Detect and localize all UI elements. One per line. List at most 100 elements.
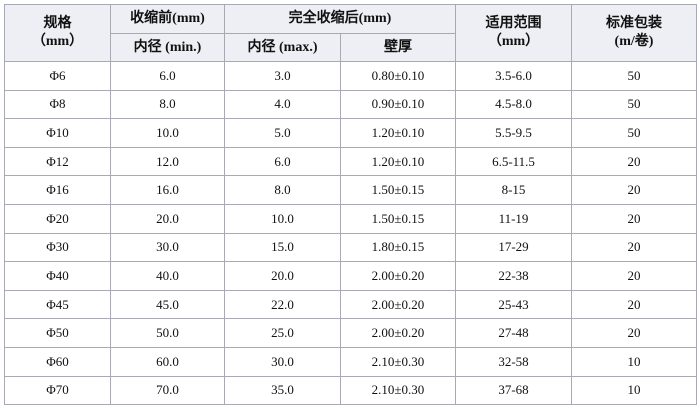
table-row: Φ40 40.0 20.0 2.00±0.20 22-38 20 bbox=[4, 261, 697, 291]
table-cell: 10 bbox=[571, 346, 697, 377]
table-cell: Φ16 bbox=[4, 175, 111, 205]
table-cell: 6.5-11.5 bbox=[455, 146, 572, 177]
table-cell: 10.0 bbox=[224, 203, 341, 234]
table-cell: 12.0 bbox=[110, 146, 225, 177]
table-cell: 4.0 bbox=[224, 89, 341, 120]
table-cell: 1.80±0.15 bbox=[340, 232, 456, 263]
table-cell: 6.0 bbox=[110, 61, 225, 91]
table-cell: 50.0 bbox=[110, 318, 225, 348]
table-cell: 30.0 bbox=[224, 346, 341, 377]
table-cell: 10 bbox=[571, 375, 697, 406]
table-cell: 20 bbox=[571, 146, 697, 177]
table-cell: 2.10±0.30 bbox=[340, 375, 456, 406]
table-cell: 22-38 bbox=[455, 261, 572, 291]
table-cell: Φ20 bbox=[4, 203, 111, 234]
table-cell: 3.5-6.0 bbox=[455, 61, 572, 91]
table-cell: 10.0 bbox=[110, 118, 225, 148]
table-cell: Φ8 bbox=[4, 89, 111, 120]
table-row: Φ16 16.0 8.0 1.50±0.15 8-15 20 bbox=[4, 175, 697, 205]
header-cell: 收缩前(mm) bbox=[110, 4, 225, 34]
table-cell: Φ10 bbox=[4, 118, 111, 148]
table-cell: 1.50±0.15 bbox=[340, 175, 456, 205]
table-cell: 37-68 bbox=[455, 375, 572, 406]
table-row: Φ60 60.0 30.0 2.10±0.30 32-58 10 bbox=[4, 346, 697, 377]
table-cell: 16.0 bbox=[110, 175, 225, 205]
table-cell: 45.0 bbox=[110, 289, 225, 320]
table-cell: 32-58 bbox=[455, 346, 572, 377]
table-cell: 8.0 bbox=[110, 89, 225, 120]
table-cell: 1.20±0.10 bbox=[340, 118, 456, 148]
table-cell: 50 bbox=[571, 61, 697, 91]
table-cell: Φ50 bbox=[4, 318, 111, 348]
table-cell: 11-19 bbox=[455, 203, 572, 234]
table-cell: 70.0 bbox=[110, 375, 225, 406]
table-row: Φ12 12.0 6.0 1.20±0.10 6.5-11.5 20 bbox=[4, 146, 697, 177]
header-cell: 内径 (max.) bbox=[224, 33, 341, 62]
table-cell: 20 bbox=[571, 261, 697, 291]
table-cell: 1.50±0.15 bbox=[340, 203, 456, 234]
table-cell: 50 bbox=[571, 89, 697, 120]
table-cell: 8-15 bbox=[455, 175, 572, 205]
table-row: Φ8 8.0 4.0 0.90±0.10 4.5-8.0 50 bbox=[4, 89, 697, 120]
table-cell: 2.00±0.20 bbox=[340, 318, 456, 348]
table-cell: 20.0 bbox=[110, 203, 225, 234]
table-cell: 2.00±0.20 bbox=[340, 261, 456, 291]
header-row: 内径 (min.) 内径 (max.) 壁厚 bbox=[5, 33, 697, 62]
header-cell: 壁厚 bbox=[340, 33, 456, 62]
table-cell: 15.0 bbox=[224, 232, 341, 263]
table-header: 规格 （mm） 收缩前(mm) 完全收缩后(mm) 适用范围 （mm） 标准包装… bbox=[4, 4, 697, 62]
table-cell: 1.20±0.10 bbox=[340, 146, 456, 177]
table-row: Φ6 6.0 3.0 0.80±0.10 3.5-6.0 50 bbox=[4, 61, 697, 91]
header-cell: 完全收缩后(mm) bbox=[224, 4, 456, 34]
table-row: Φ30 30.0 15.0 1.80±0.15 17-29 20 bbox=[4, 232, 697, 263]
table-cell: 27-48 bbox=[455, 318, 572, 348]
table-cell: 8.0 bbox=[224, 175, 341, 205]
header-row: 规格 （mm） 收缩前(mm) 完全收缩后(mm) 适用范围 （mm） 标准包装… bbox=[4, 4, 697, 62]
table-cell: 5.5-9.5 bbox=[455, 118, 572, 148]
table-cell: 4.5-8.0 bbox=[455, 89, 572, 120]
table-cell: 22.0 bbox=[224, 289, 341, 320]
table-cell: Φ60 bbox=[4, 346, 111, 377]
header-text: （mm） bbox=[487, 34, 540, 49]
table-cell: Φ30 bbox=[4, 232, 111, 263]
table-cell: 2.10±0.30 bbox=[340, 346, 456, 377]
table-cell: Φ6 bbox=[4, 61, 111, 91]
table-cell: 5.0 bbox=[224, 118, 341, 148]
header-cell: 适用范围 （mm） bbox=[455, 4, 572, 62]
header-cell: 内径 (min.) bbox=[110, 33, 225, 62]
table-row: Φ70 70.0 35.0 2.10±0.30 37-68 10 bbox=[4, 375, 697, 406]
table-row: Φ10 10.0 5.0 1.20±0.10 5.5-9.5 50 bbox=[4, 118, 697, 148]
table-cell: Φ45 bbox=[4, 289, 111, 320]
table-cell: 3.0 bbox=[224, 61, 341, 91]
table-cell: 35.0 bbox=[224, 375, 341, 406]
table-cell: 0.80±0.10 bbox=[340, 61, 456, 91]
table-body: Φ6 6.0 3.0 0.80±0.10 3.5-6.0 50 Φ8 8.0 4.0 0.90±0… bbox=[4, 61, 697, 406]
table-cell: Φ70 bbox=[4, 375, 111, 406]
spec-table: 规格 （mm） 收缩前(mm) 完全收缩后(mm) 适用范围 （mm） 标准包装… bbox=[4, 4, 697, 406]
table-cell: 40.0 bbox=[110, 261, 225, 291]
table-row: Φ20 20.0 10.0 1.50±0.15 11-19 20 bbox=[4, 203, 697, 234]
table-cell: 17-29 bbox=[455, 232, 572, 263]
table-cell: 6.0 bbox=[224, 146, 341, 177]
table-cell: 2.00±0.20 bbox=[340, 289, 456, 320]
header-text: (m/卷) bbox=[614, 34, 654, 49]
table-row: Φ45 45.0 22.0 2.00±0.20 25-43 20 bbox=[4, 289, 697, 320]
header-text: （mm） bbox=[31, 34, 84, 49]
table-cell: 20.0 bbox=[224, 261, 341, 291]
table-cell: Φ40 bbox=[4, 261, 111, 291]
table-cell: 20 bbox=[571, 203, 697, 234]
table-cell: Φ12 bbox=[4, 146, 111, 177]
table-row: Φ50 50.0 25.0 2.00±0.20 27-48 20 bbox=[4, 318, 697, 348]
header-text: 规格 bbox=[43, 16, 72, 31]
table-cell: 0.90±0.10 bbox=[340, 89, 456, 120]
header-cell: 规格 （mm） bbox=[4, 4, 111, 62]
table-cell: 60.0 bbox=[110, 346, 225, 377]
table-cell: 20 bbox=[571, 175, 697, 205]
table-cell: 20 bbox=[571, 289, 697, 320]
table-cell: 30.0 bbox=[110, 232, 225, 263]
table-cell: 25-43 bbox=[455, 289, 572, 320]
table-cell: 20 bbox=[571, 318, 697, 348]
header-text: 适用范围 bbox=[485, 16, 542, 31]
table-cell: 25.0 bbox=[224, 318, 341, 348]
